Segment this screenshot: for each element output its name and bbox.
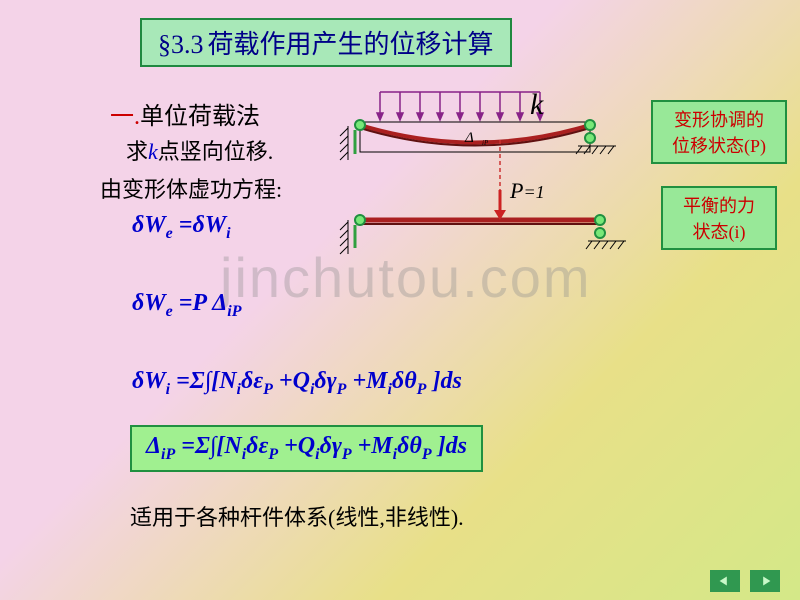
line-3: 由变形体虚功方程:	[100, 172, 282, 204]
equation-4: ΔiP =Σ∫[NiδεP +QiδγP +MiδθP ]ds	[146, 433, 467, 464]
P-label: P=1	[510, 178, 545, 204]
diagram-bottom	[330, 190, 650, 260]
nav-controls	[710, 570, 780, 592]
svg-text:iP: iP	[482, 139, 489, 147]
k-label: k	[530, 88, 543, 122]
section-num: §3.3	[158, 30, 204, 59]
equation-3: δWi =Σ∫[NiδεP +QiδγP +MiδθP ]ds	[132, 368, 462, 399]
note-box-1: 变形协调的 位移状态(P)	[651, 100, 787, 164]
subtitle-2: 求k点竖向位移.	[126, 134, 273, 166]
equation-2: δWe =P ΔiP	[132, 290, 241, 321]
subtitle-1: 一.单位荷载法	[110, 96, 260, 131]
bottom-text: 适用于各种杆件体系(线性,非线性).	[130, 500, 464, 532]
diagram-top: Δ iP	[330, 88, 650, 178]
prev-button[interactable]	[710, 570, 740, 592]
next-button[interactable]	[750, 570, 780, 592]
note-box-2: 平衡的力 状态(i)	[661, 186, 777, 250]
section-header: §3.3 荷载作用产生的位移计算	[140, 18, 512, 67]
section-title: 荷载作用产生的位移计算	[208, 30, 494, 59]
svg-text:Δ: Δ	[464, 130, 474, 146]
equation-4-box: ΔiP =Σ∫[NiδεP +QiδγP +MiδθP ]ds	[130, 425, 483, 472]
equation-1: δWe =δWi	[132, 212, 231, 243]
